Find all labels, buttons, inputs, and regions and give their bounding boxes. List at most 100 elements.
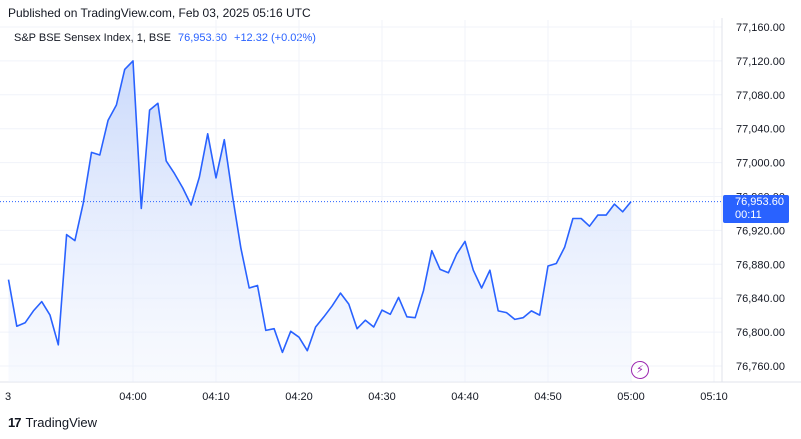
data-point[interactable] <box>114 103 118 107</box>
data-point[interactable] <box>148 108 152 112</box>
tradingview-logo: 17 <box>8 415 22 430</box>
y-tick-label: 77,120.00 <box>736 56 785 68</box>
data-point[interactable] <box>422 289 426 293</box>
data-point[interactable] <box>272 327 276 331</box>
data-point[interactable] <box>181 186 185 190</box>
data-point[interactable] <box>222 138 226 142</box>
data-point[interactable] <box>73 239 77 243</box>
price-label-value: 76,953.60 <box>735 196 784 208</box>
data-point[interactable] <box>239 246 243 250</box>
data-point[interactable] <box>322 315 326 319</box>
data-point[interactable] <box>538 313 542 317</box>
price-label: 76,953.60 00:11 <box>723 195 789 223</box>
data-point[interactable] <box>214 176 218 180</box>
data-point[interactable] <box>98 153 102 157</box>
data-point[interactable] <box>629 200 633 204</box>
data-point[interactable] <box>604 213 608 217</box>
data-point[interactable] <box>446 271 450 275</box>
tradingview-brand[interactable]: 17 TradingView <box>8 415 97 430</box>
data-point[interactable] <box>31 309 35 313</box>
price-label-countdown: 00:11 <box>735 209 762 221</box>
data-point[interactable] <box>463 239 467 243</box>
x-tick-label: 04:50 <box>534 391 562 403</box>
data-point[interactable] <box>156 101 160 105</box>
data-point[interactable] <box>206 132 210 136</box>
data-point[interactable] <box>197 175 201 179</box>
y-tick-label: 76,880.00 <box>736 259 785 271</box>
price-line[interactable] <box>7 60 632 354</box>
data-point[interactable] <box>314 325 318 329</box>
data-point[interactable] <box>513 317 517 321</box>
data-point[interactable] <box>480 286 484 290</box>
data-point[interactable] <box>621 210 625 214</box>
data-point[interactable] <box>189 203 193 207</box>
data-point[interactable] <box>264 328 268 332</box>
data-point[interactable] <box>280 350 284 354</box>
data-point[interactable] <box>471 268 475 272</box>
data-point[interactable] <box>139 206 143 210</box>
data-point[interactable] <box>90 150 94 154</box>
data-point[interactable] <box>106 118 110 122</box>
data-point[interactable] <box>397 295 401 299</box>
data-point[interactable] <box>372 325 376 329</box>
data-point[interactable] <box>123 67 127 71</box>
data-point[interactable] <box>388 312 392 316</box>
data-point[interactable] <box>596 213 600 217</box>
data-point[interactable] <box>131 59 135 63</box>
lightning-icon[interactable]: ⚡︎ <box>631 361 649 379</box>
data-point[interactable] <box>529 309 533 313</box>
symbol-legend[interactable]: S&P BSE Sensex Index, 1, BSE 76,953.60 +… <box>14 32 316 44</box>
data-point[interactable] <box>231 195 235 199</box>
data-point[interactable] <box>554 262 558 266</box>
data-point[interactable] <box>23 321 27 325</box>
x-tick-label: 04:30 <box>368 391 396 403</box>
y-tick-label: 76,840.00 <box>736 293 785 305</box>
data-point[interactable] <box>455 252 459 256</box>
data-point[interactable] <box>571 217 575 221</box>
data-point[interactable] <box>496 309 500 313</box>
data-point[interactable] <box>173 172 177 176</box>
x-tick-label: 05:00 <box>617 391 645 403</box>
data-point[interactable] <box>65 233 69 237</box>
data-point[interactable] <box>405 315 409 319</box>
data-point[interactable] <box>305 349 309 353</box>
data-point[interactable] <box>297 335 301 339</box>
data-point[interactable] <box>15 324 19 328</box>
last-price: 76,953.60 <box>178 32 227 44</box>
data-point[interactable] <box>430 249 434 253</box>
x-tick-label: 3 <box>5 391 11 403</box>
data-point[interactable] <box>363 318 367 322</box>
data-point[interactable] <box>355 327 359 331</box>
data-point[interactable] <box>380 308 384 312</box>
brand-name: TradingView <box>25 415 98 430</box>
data-point[interactable] <box>488 268 492 272</box>
data-point[interactable] <box>56 343 60 347</box>
data-point[interactable] <box>339 291 343 295</box>
data-point[interactable] <box>563 245 567 249</box>
data-point[interactable] <box>505 311 509 315</box>
data-point[interactable] <box>40 300 44 304</box>
price-change: +12.32 (+0.02%) <box>234 32 316 44</box>
data-point[interactable] <box>330 304 334 308</box>
y-tick-label: 76,800.00 <box>736 327 785 339</box>
data-point[interactable] <box>413 316 417 320</box>
data-point[interactable] <box>579 217 583 221</box>
data-point[interactable] <box>521 316 525 320</box>
data-point[interactable] <box>164 159 168 163</box>
data-point[interactable] <box>256 284 260 288</box>
data-point[interactable] <box>48 313 52 317</box>
data-point[interactable] <box>546 264 550 268</box>
data-point[interactable] <box>347 302 351 306</box>
x-tick-label: 04:20 <box>285 391 313 403</box>
symbol-name: S&P BSE Sensex Index, 1, BSE <box>14 32 171 44</box>
data-point[interactable] <box>289 329 293 333</box>
data-point[interactable] <box>438 267 442 271</box>
data-point[interactable] <box>247 286 251 290</box>
y-tick-label: 76,920.00 <box>736 225 785 237</box>
data-point[interactable] <box>588 224 592 228</box>
data-point[interactable] <box>7 278 11 282</box>
y-tick-label: 77,080.00 <box>736 90 785 102</box>
data-point[interactable] <box>81 201 85 205</box>
data-point[interactable] <box>612 202 616 206</box>
